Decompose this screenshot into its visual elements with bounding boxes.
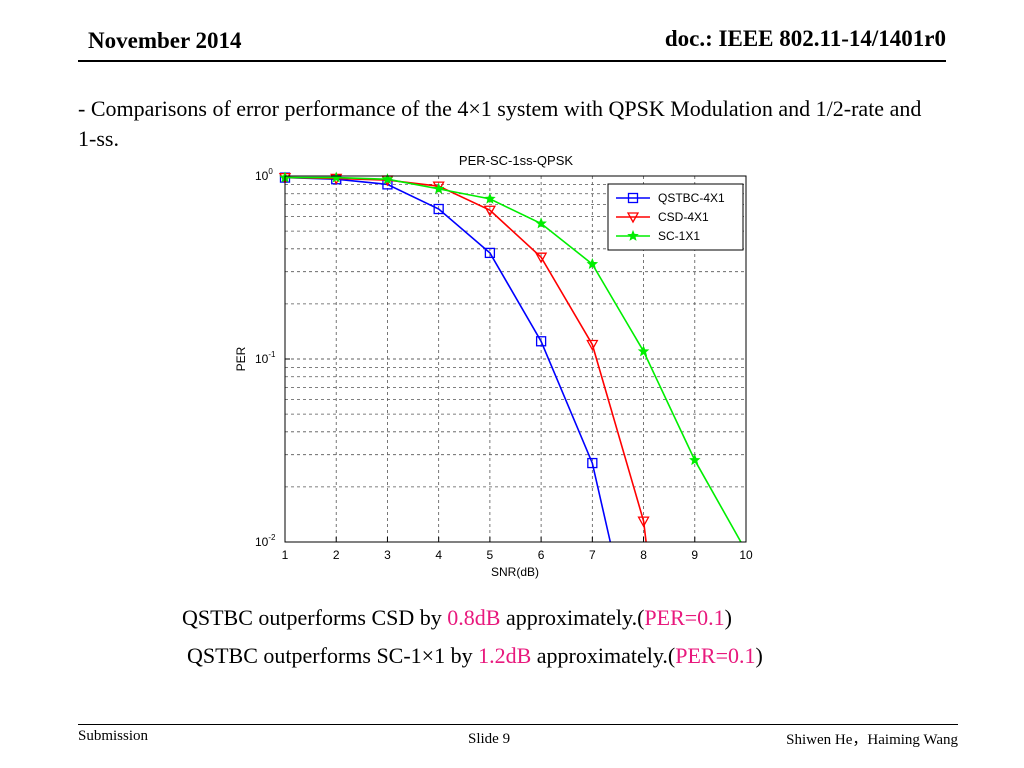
x-tick-label: 6 bbox=[538, 548, 545, 562]
data-point-marker bbox=[627, 229, 639, 241]
y-tick-label: 100 bbox=[255, 167, 273, 183]
x-axis: 1 2 3 4 5 6 7 8 9 10 bbox=[282, 537, 753, 562]
data-point-marker bbox=[626, 212, 640, 224]
intro-text: - Comparisons of error performance of th… bbox=[78, 96, 922, 151]
result-text: ) bbox=[724, 605, 732, 630]
data-point-marker bbox=[484, 247, 496, 259]
legend-label: SC-1X1 bbox=[658, 229, 700, 243]
result-line-csd: QSTBC outperforms CSD by 0.8dB approxima… bbox=[182, 605, 732, 631]
gain-value: 1.2dB bbox=[478, 643, 532, 668]
x-tick-label: 9 bbox=[691, 548, 698, 562]
per-chart: PER-SC-1ss-QPSK 1 2 3 4 5 6 7 8 9 10 10010-110-2 … bbox=[234, 153, 753, 579]
legend-label: CSD-4X1 bbox=[658, 210, 709, 224]
x-tick-label: 10 bbox=[739, 548, 753, 562]
x-tick-label: 7 bbox=[589, 548, 596, 562]
series-line bbox=[284, 176, 647, 543]
footer-slide-number: Slide 9 bbox=[468, 731, 511, 747]
result-line-sc: QSTBC outperforms SC-1×1 by 1.2dB approx… bbox=[187, 643, 763, 669]
footer-authors: Shiwen He，Haiming Wang bbox=[786, 732, 958, 748]
data-point-marker bbox=[483, 205, 496, 217]
data-point-marker bbox=[432, 181, 445, 193]
result-text: approximately.( bbox=[531, 643, 676, 668]
data-point-marker bbox=[627, 192, 639, 204]
series-line bbox=[285, 176, 742, 543]
x-tick-label: 1 bbox=[282, 548, 289, 562]
result-text: QSTBC outperforms SC-1×1 by bbox=[187, 643, 479, 668]
data-point-marker bbox=[484, 192, 496, 204]
y-tick-exponent: -1 bbox=[268, 350, 276, 359]
data-point-marker bbox=[535, 217, 547, 229]
header-doc-id: doc.: IEEE 802.11-14/1401r0 bbox=[664, 26, 946, 51]
result-text: approximately.( bbox=[500, 605, 645, 630]
x-tick-label: 8 bbox=[640, 548, 647, 562]
data-point-marker bbox=[535, 336, 547, 347]
footer-submission: Submission bbox=[78, 728, 149, 744]
data-point-marker bbox=[433, 203, 444, 215]
result-text: QSTBC outperforms CSD by bbox=[182, 605, 448, 630]
data-point-marker bbox=[586, 258, 599, 270]
x-tick-label: 4 bbox=[435, 548, 442, 562]
series-line bbox=[284, 176, 612, 543]
data-point-marker bbox=[586, 339, 599, 351]
data-point-marker bbox=[535, 252, 548, 264]
gain-value: 0.8dB bbox=[447, 605, 501, 630]
y-tick-exponent: 0 bbox=[268, 167, 273, 176]
y-tick-exponent: -2 bbox=[268, 533, 276, 542]
per-value: PER=0.1 bbox=[644, 605, 725, 630]
chart-title: PER-SC-1ss-QPSK bbox=[459, 153, 573, 168]
y-tick-label: 10-2 bbox=[255, 533, 276, 549]
data-point-marker bbox=[637, 345, 650, 357]
x-tick-label: 2 bbox=[333, 548, 340, 562]
data-point-marker bbox=[381, 173, 394, 185]
footer-rule bbox=[78, 724, 958, 725]
x-tick-label: 3 bbox=[384, 548, 391, 562]
x-axis-label: SNR(dB) bbox=[491, 565, 539, 579]
series-lines bbox=[278, 171, 742, 543]
y-tick-label: 10-1 bbox=[255, 350, 276, 366]
data-point-marker bbox=[637, 516, 650, 528]
header-date: November 2014 bbox=[88, 28, 242, 53]
chart-legend: QSTBC-4X1 CSD-4X1 SC-1X1 bbox=[607, 183, 744, 251]
header-rule bbox=[78, 60, 946, 62]
y-axis-label: PER bbox=[234, 346, 248, 371]
data-point-marker bbox=[587, 457, 598, 469]
per-value: PER=0.1 bbox=[675, 643, 756, 668]
x-tick-label: 5 bbox=[487, 548, 494, 562]
data-point-marker bbox=[688, 454, 701, 466]
result-text: ) bbox=[755, 643, 763, 668]
legend-label: QSTBC-4X1 bbox=[658, 191, 725, 205]
data-point-marker bbox=[432, 182, 445, 194]
